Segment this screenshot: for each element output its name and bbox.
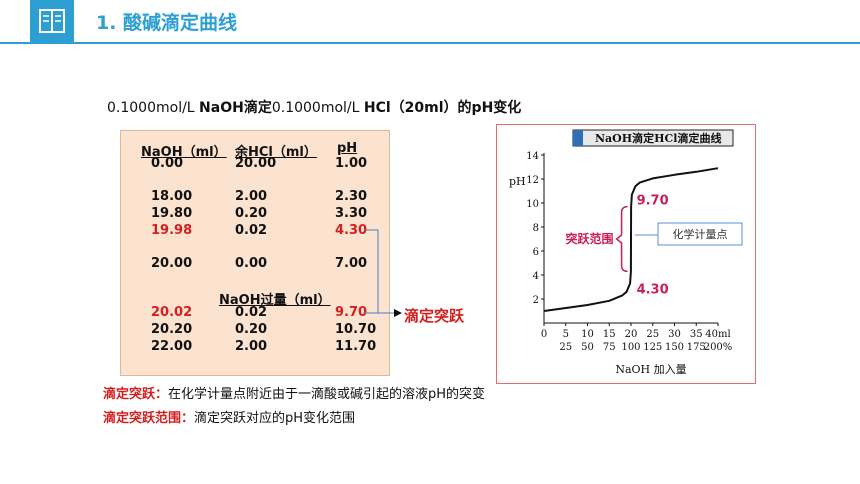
- table-cell-ph: 11.70: [335, 339, 377, 354]
- x-tick-percent-label: 200%: [704, 342, 733, 353]
- table-cell-ph: 7.00: [335, 256, 368, 271]
- table-cell-hcl: 0.02: [235, 305, 268, 320]
- jump-range-brace: [615, 205, 628, 273]
- table-cell-naoh: 20.00: [151, 256, 193, 271]
- x-tick-percent-label: 100: [621, 342, 640, 353]
- table-cell-hcl: 0.00: [235, 256, 268, 271]
- x-axis-label: NaOH 加入量: [615, 363, 686, 376]
- x-tick-label: 40ml: [705, 329, 730, 340]
- equivalence-box: [657, 222, 743, 246]
- definition-jump-range: 滴定突跃范围：滴定突跃对应的pH变化范围: [103, 407, 355, 426]
- x-tick-label: 0: [541, 329, 547, 340]
- x-tick-percent-label: 25: [559, 342, 572, 353]
- table-cell-naoh: 18.00: [151, 189, 193, 204]
- jump-range-label: 突跃范围: [566, 231, 614, 246]
- table-cell-naoh: 22.00: [151, 339, 193, 354]
- chart-title-marker: [573, 130, 583, 146]
- table-cell-ph: 10.70: [335, 322, 377, 337]
- table-header-excess: NaOH过量（ml）: [219, 293, 331, 308]
- table-cell-ph: 1.00: [335, 156, 368, 171]
- subtitle-part-1: 0.1000mol/L: [107, 100, 200, 116]
- book-icon: [39, 9, 65, 33]
- table-cell-hcl: 2.00: [235, 189, 268, 204]
- table-cell-hcl: 0.20: [235, 206, 268, 221]
- upper-ph-label: 9.70: [637, 194, 669, 209]
- lower-ph-label: 4.30: [637, 282, 669, 297]
- titration-table: NaOH（ml） 余HCl（ml） pH 0.00 20.00 1.00 18.…: [120, 130, 390, 376]
- table-cell-naoh: 0.00: [151, 156, 184, 171]
- table-cell-hcl: 0.20: [235, 322, 268, 337]
- table-cell-ph: 2.30: [335, 189, 368, 204]
- definition-text: 滴定突跃对应的pH变化范围: [194, 411, 356, 426]
- table-header-hcl: 余HCl（ml）: [235, 145, 317, 160]
- definition-key: 滴定突跃范围：: [103, 411, 195, 426]
- slide-subtitle: 0.1000mol/L NaOH滴定0.1000mol/L HCl（20ml）的…: [107, 97, 521, 117]
- equivalence-label: 化学计量点: [673, 227, 728, 241]
- subtitle-part-2: NaOH滴定: [199, 100, 272, 116]
- x-tick-percent-label: 150: [665, 342, 684, 353]
- x-tick-label: 30: [668, 329, 681, 340]
- titration-curve: [543, 167, 719, 312]
- subtitle-part-3: 0.1000mol/L: [271, 100, 364, 116]
- table-cell-ph: 3.30: [335, 206, 368, 221]
- y-tick-label: 8: [533, 223, 539, 234]
- header-divider: [0, 42, 860, 44]
- chart-title: NaOH滴定HCl滴定曲线: [595, 131, 721, 145]
- table-cell-hcl: 0.02: [235, 223, 268, 238]
- titration-chart-frame: NaOH滴定HCl滴定曲线 pH NaOH 加入量 2 4 6 8 10 12 14 0 5 10…: [496, 124, 756, 384]
- x-tick-label: 35: [690, 329, 703, 340]
- table-cell-naoh-highlight: 20.02: [151, 305, 193, 320]
- x-tick-percent-label: 75: [603, 342, 616, 353]
- x-tick-percent-label: 125: [643, 342, 662, 353]
- definition-text: 在化学计量点附近由于一滴酸或碱引起的溶液pH的突变: [168, 387, 486, 402]
- table-cell-naoh: 20.20: [151, 322, 193, 337]
- x-tick-label: 15: [603, 329, 616, 340]
- definition-jump: 滴定突跃：在化学计量点附近由于一滴酸或碱引起的溶液pH的突变: [103, 383, 485, 402]
- definition-key: 滴定突跃：: [103, 387, 169, 402]
- y-tick-label: 6: [533, 247, 539, 258]
- titration-chart: NaOH滴定HCl滴定曲线 pH NaOH 加入量 2 4 6 8 10 12 14 0 5 10…: [509, 129, 743, 376]
- x-tick-label: 5: [563, 329, 569, 340]
- page-title: 1. 酸碱滴定曲线: [96, 12, 238, 34]
- table-header-naoh: NaOH（ml）: [141, 145, 227, 160]
- y-tick-label: 12: [526, 175, 539, 186]
- y-tick-label: 2: [533, 295, 539, 306]
- y-axis-label: pH: [509, 175, 526, 188]
- x-tick-label: 20: [625, 329, 638, 340]
- table-cell-ph-highlight: 9.70: [335, 305, 368, 320]
- table-cell-ph-highlight: 4.30: [335, 223, 368, 238]
- x-tick-percent-label: 175: [687, 342, 706, 353]
- table-cell-naoh-highlight: 19.98: [151, 223, 193, 238]
- header-icon-block: [30, 0, 74, 44]
- y-tick-label: 10: [526, 199, 539, 210]
- y-tick-label: 14: [526, 151, 539, 162]
- table-cell-hcl: 2.00: [235, 339, 268, 354]
- titration-jump-label: 滴定突跃: [404, 307, 465, 325]
- table-header-ph: pH: [337, 141, 358, 156]
- table-cell-hcl: 20.00: [235, 156, 277, 171]
- table-cell-naoh: 19.80: [151, 206, 193, 221]
- subtitle-part-4: HCl（20ml）的pH变化: [363, 100, 522, 116]
- x-tick-label: 25: [646, 329, 659, 340]
- x-tick-label: 10: [581, 329, 594, 340]
- y-tick-label: 4: [533, 271, 539, 282]
- x-tick-percent-label: 50: [581, 342, 594, 353]
